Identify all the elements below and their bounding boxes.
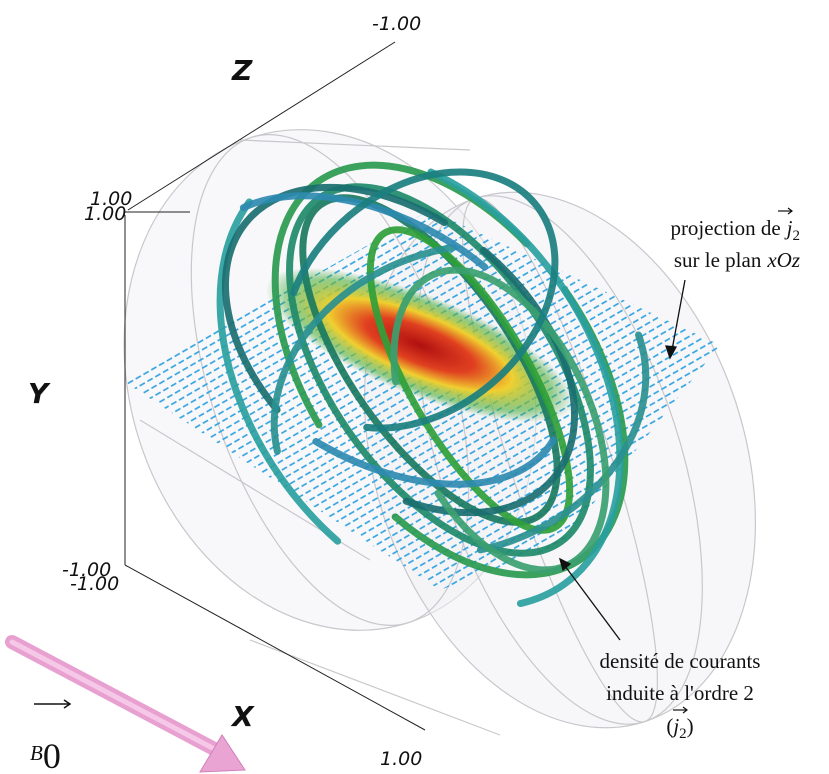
current-core	[265, 267, 575, 423]
field-arrow	[5, 635, 246, 773]
tick-label: 1.00	[90, 188, 132, 210]
axis-label: Z	[231, 54, 253, 87]
axis-label: Y	[28, 377, 51, 410]
vector-arrow	[673, 706, 688, 714]
annotation-text: projection de	[670, 216, 780, 240]
annotation-text: sur le plan	[674, 248, 762, 272]
subscript: 0	[43, 736, 61, 774]
axis-label: X	[230, 700, 255, 733]
subscript: 2	[793, 228, 801, 244]
subscript: 2	[679, 726, 687, 742]
tick-label: -1.00	[62, 559, 111, 581]
axes-box	[124, 41, 426, 731]
annotation: (j2)	[666, 714, 693, 742]
current-tubes	[193, 149, 650, 611]
annotation: projection de j2	[670, 216, 800, 244]
paren: (	[666, 714, 673, 738]
symbol: j	[784, 216, 793, 240]
symbol: j	[670, 714, 679, 738]
annotation: sur le plan xOz	[674, 248, 800, 272]
vector-arrow	[778, 207, 793, 215]
plane: xOz	[766, 248, 800, 272]
tick-label: -1.00	[372, 13, 421, 35]
annotation: induite à l'ordre 2	[606, 681, 754, 705]
vector-arrow	[34, 699, 72, 709]
tick-label: 1.00	[84, 203, 126, 225]
tick-label: 1.00	[380, 748, 422, 770]
annotation-arrows	[558, 279, 686, 641]
symbol: B	[30, 741, 43, 765]
field-label: B0	[30, 736, 61, 774]
annotation: densité de courants	[600, 649, 761, 673]
tick-label: -1.00	[70, 573, 119, 595]
paren: )	[687, 714, 694, 738]
